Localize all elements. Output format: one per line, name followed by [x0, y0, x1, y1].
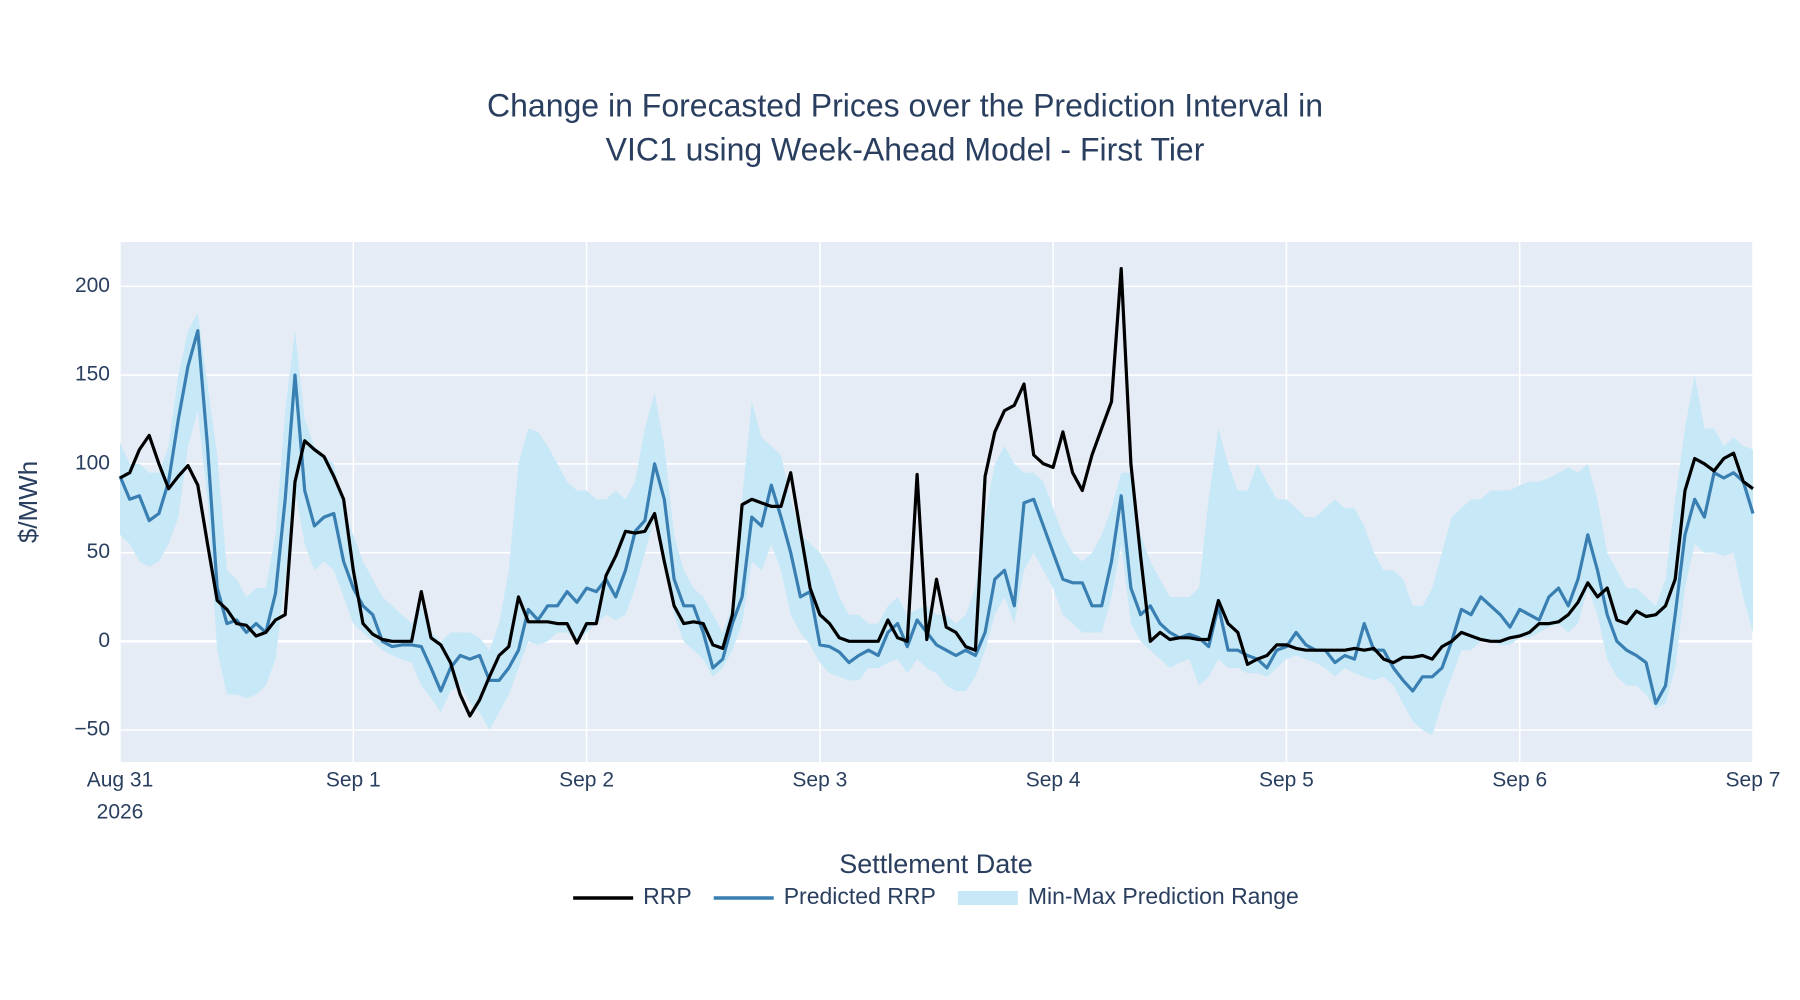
x-tick-label: Sep 7	[1726, 769, 1781, 792]
y-tick-label: 200	[75, 274, 110, 297]
series-line	[118, 329, 1755, 705]
series-line	[119, 267, 1754, 718]
y-axis-title: $/MWh	[13, 461, 43, 543]
legend-symbol	[957, 891, 1018, 905]
prediction-band	[120, 312, 1753, 736]
y-tick-label: 100	[75, 451, 110, 474]
x-tick-label: Sep 2	[559, 769, 614, 792]
x-tick-label: Sep 5	[1259, 769, 1314, 792]
legend-label: Predicted RRP	[784, 883, 936, 909]
y-tick-label: −50	[74, 718, 110, 741]
y-tick-label: 50	[87, 540, 110, 563]
legend: RRP Predicted RRP Min-Max Prediction Range	[573, 883, 1299, 909]
x-tick-label: Sep 3	[792, 769, 847, 792]
y-tick-label: 150	[75, 363, 110, 386]
x-year-label: 2026	[97, 801, 144, 824]
x-tick-label: Aug 31	[87, 769, 154, 792]
x-axis-title: Settlement Date	[839, 849, 1033, 879]
y-tick-label: 0	[98, 629, 110, 652]
chart-title: VIC1 using Week-Ahead Model - First Tier	[606, 131, 1205, 167]
legend-label: Min-Max Prediction Range	[1028, 883, 1299, 909]
x-tick-label: Sep 6	[1492, 769, 1547, 792]
x-tick-label: Sep 4	[1026, 769, 1081, 792]
legend-label: RRP	[643, 883, 692, 909]
x-tick-label: Sep 1	[326, 769, 381, 792]
chart-title: Change in Forecasted Prices over the Pre…	[487, 87, 1323, 123]
